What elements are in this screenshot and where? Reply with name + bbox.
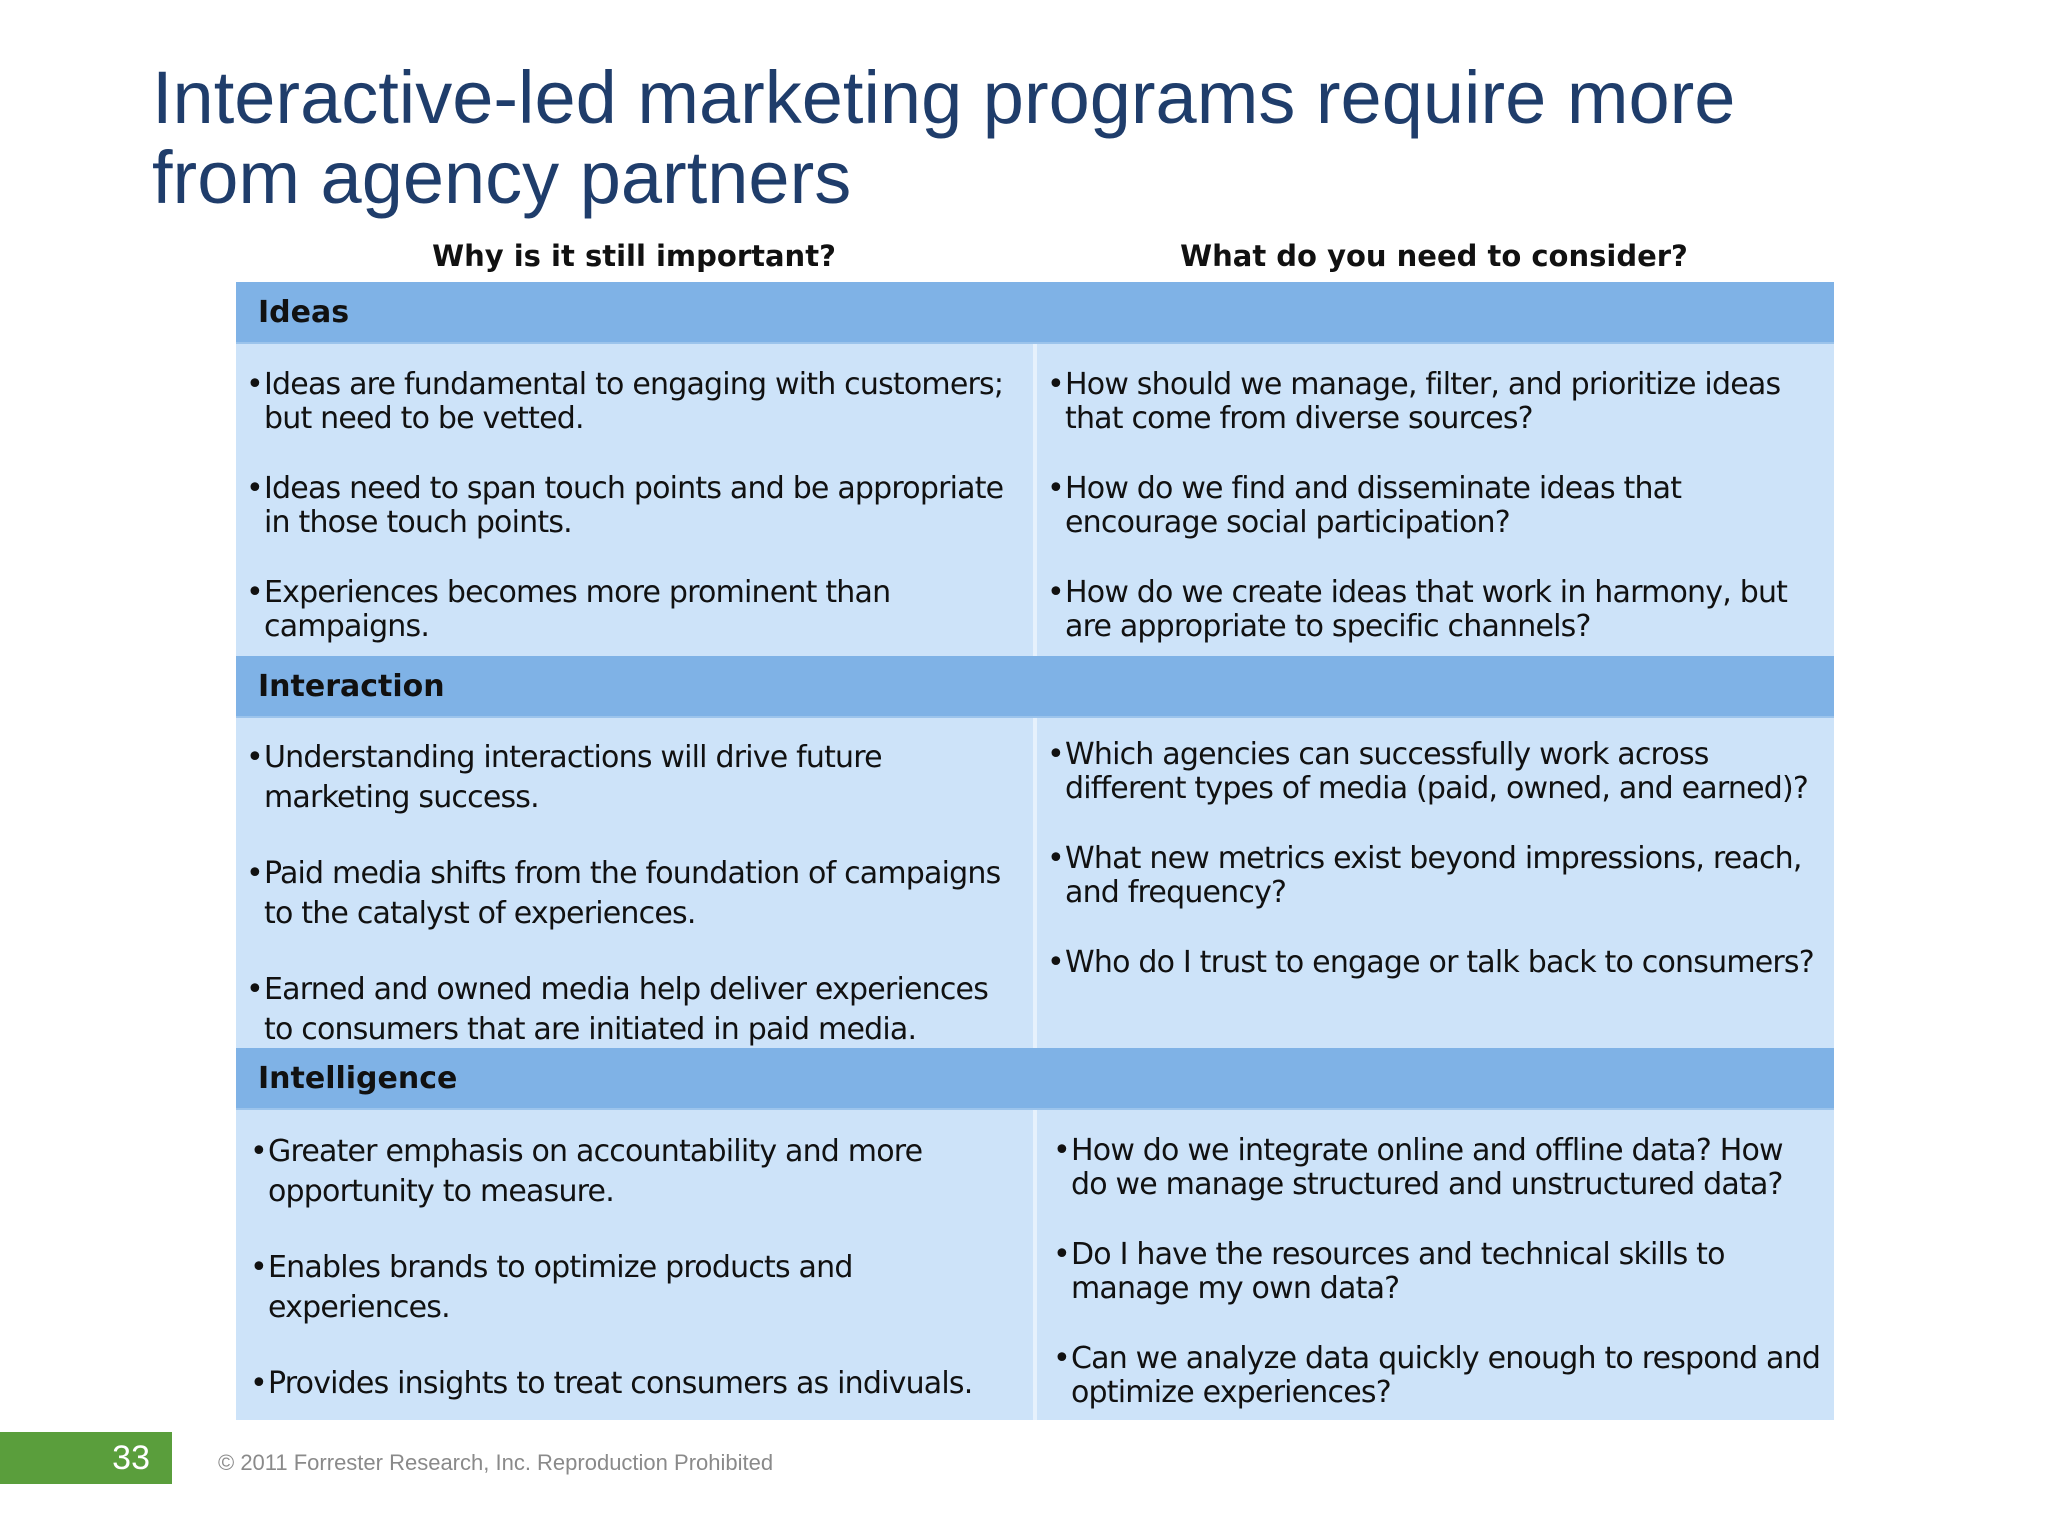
bullet-icon: • xyxy=(250,1134,268,1169)
section-interaction: Interaction • Understanding interactions … xyxy=(236,656,1834,1048)
bullet-text: Earned and owned media help deliver expe… xyxy=(264,972,989,1047)
slide-title: Interactive-led marketing programs requi… xyxy=(152,58,1952,218)
section-header-intelligence: Intelligence xyxy=(236,1048,1834,1110)
bullet-icon: • xyxy=(1053,1237,1071,1272)
section-body-ideas: • Ideas are fundamental to engaging with … xyxy=(236,344,1834,656)
bullet-text: Who do I trust to engage or talk back to… xyxy=(1065,945,1815,980)
list-item: • Understanding interactions will drive f… xyxy=(246,738,1023,818)
bullet-icon: • xyxy=(1047,737,1065,772)
section-body-intelligence: • Greater emphasis on accountability and … xyxy=(236,1110,1834,1420)
section-header-ideas: Ideas xyxy=(236,282,1834,344)
list-item: • Who do I trust to engage or talk back t… xyxy=(1047,946,1824,980)
section-body-interaction: • Understanding interactions will drive f… xyxy=(236,718,1834,1048)
list-item: • How do we find and disseminate ideas th… xyxy=(1047,472,1824,540)
bullet-icon: • xyxy=(250,1250,268,1285)
bullet-text: Enables brands to optimize products and … xyxy=(268,1250,853,1325)
bullet-icon: • xyxy=(246,575,264,610)
bullet-icon: • xyxy=(1047,575,1065,610)
list-item: • How should we manage, filter, and prior… xyxy=(1047,368,1824,436)
bullet-icon: • xyxy=(1053,1133,1071,1168)
list-item: • Do I have the resources and technical s… xyxy=(1053,1238,1824,1306)
list-item: • Ideas need to span touch points and be … xyxy=(246,472,1023,540)
bullet-icon: • xyxy=(246,471,264,506)
interaction-consider-cell: • Which agencies can successfully work ac… xyxy=(1033,718,1834,1048)
list-item: • Provides insights to treat consumers as… xyxy=(250,1364,1023,1404)
list-item: • Paid media shifts from the foundation o… xyxy=(246,854,1023,934)
bullet-text: Ideas need to span touch points and be a… xyxy=(264,471,1004,540)
section-ideas: Ideas • Ideas are fundamental to engaging… xyxy=(236,282,1834,656)
bullet-icon: • xyxy=(246,740,264,775)
intelligence-consider-cell: • How do we integrate online and offline … xyxy=(1033,1110,1834,1420)
interaction-importance-cell: • Understanding interactions will drive f… xyxy=(236,718,1033,1048)
list-item: • Can we analyze data quickly enough to r… xyxy=(1053,1342,1824,1410)
bullet-icon: • xyxy=(1047,367,1065,402)
bullet-icon: • xyxy=(1053,1341,1071,1376)
list-item: • What new metrics exist beyond impressio… xyxy=(1047,842,1824,910)
bullet-text: Ideas are fundamental to engaging with c… xyxy=(264,367,1004,436)
list-item: • How do we integrate online and offline … xyxy=(1053,1134,1824,1202)
bullet-text: How do we integrate online and offline d… xyxy=(1071,1133,1784,1202)
column-header-consider: What do you need to consider? xyxy=(1180,239,1688,273)
section-intelligence: Intelligence • Greater emphasis on accoun… xyxy=(236,1048,1834,1420)
list-item: • Enables brands to optimize products and… xyxy=(250,1248,1023,1328)
slide-title-line-2: from agency partners xyxy=(152,136,852,219)
bullet-icon: • xyxy=(246,972,264,1007)
bullet-icon: • xyxy=(1047,841,1065,876)
intelligence-importance-cell: • Greater emphasis on accountability and … xyxy=(236,1110,1033,1420)
bullet-text: Which agencies can successfully work acr… xyxy=(1065,737,1809,806)
copyright-footer: © 2011 Forrester Research, Inc. Reproduc… xyxy=(218,1450,774,1475)
list-item: • How do we create ideas that work in har… xyxy=(1047,576,1824,644)
ideas-importance-cell: • Ideas are fundamental to engaging with … xyxy=(236,344,1033,656)
slide-title-line-1: Interactive-led marketing programs requi… xyxy=(152,56,1736,139)
column-header-why: Why is it still important? xyxy=(432,239,836,273)
ideas-consider-cell: • How should we manage, filter, and prior… xyxy=(1033,344,1834,656)
section-header-interaction: Interaction xyxy=(236,656,1834,718)
bullet-text: Understanding interactions will drive fu… xyxy=(264,740,883,815)
list-item: • Which agencies can successfully work ac… xyxy=(1047,738,1824,806)
bullet-text: Do I have the resources and technical sk… xyxy=(1071,1237,1726,1306)
bullet-icon: • xyxy=(1047,945,1065,980)
list-item: • Earned and owned media help deliver exp… xyxy=(246,970,1023,1050)
bullet-icon: • xyxy=(246,856,264,891)
bullet-icon: • xyxy=(246,367,264,402)
bullet-icon: • xyxy=(1047,471,1065,506)
list-item: • Greater emphasis on accountability and … xyxy=(250,1132,1023,1212)
list-item: • Ideas are fundamental to engaging with … xyxy=(246,368,1023,436)
bullet-text: How do we find and disseminate ideas tha… xyxy=(1065,471,1682,540)
page-number: 33 xyxy=(0,1432,172,1484)
bullet-text: Greater emphasis on accountability and m… xyxy=(268,1134,923,1209)
bullet-text: Experiences becomes more prominent than … xyxy=(264,575,891,644)
bullet-text: What new metrics exist beyond impression… xyxy=(1065,841,1802,910)
bullet-icon: • xyxy=(250,1366,268,1401)
list-item: • Experiences becomes more prominent than… xyxy=(246,576,1023,644)
comparison-table: Ideas • Ideas are fundamental to engaging… xyxy=(236,282,1834,1420)
bullet-text: Paid media shifts from the foundation of… xyxy=(264,856,1001,931)
bullet-text: How should we manage, filter, and priori… xyxy=(1065,367,1781,436)
bullet-text: Can we analyze data quickly enough to re… xyxy=(1071,1341,1821,1410)
bullet-text: How do we create ideas that work in harm… xyxy=(1065,575,1788,644)
bullet-text: Provides insights to treat consumers as … xyxy=(268,1366,973,1401)
